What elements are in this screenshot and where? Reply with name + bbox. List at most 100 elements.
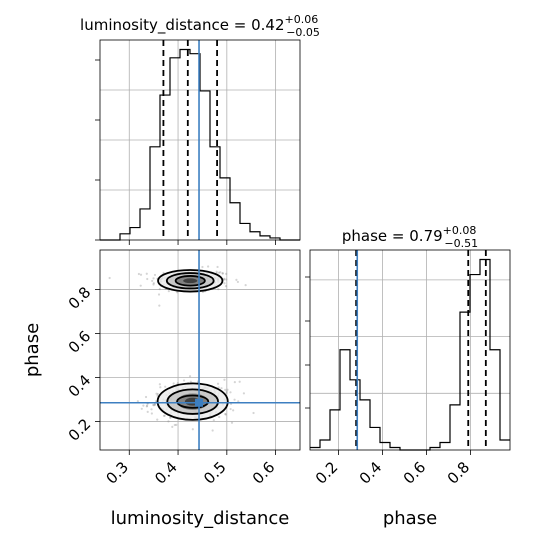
contour-1-0 <box>176 394 210 409</box>
x-tick-label-2: 0.5 <box>200 458 230 488</box>
scatter-point <box>108 276 111 280</box>
scatter-point <box>153 273 157 277</box>
x-tick-label-2: 0.6 <box>400 458 430 488</box>
scatter-point <box>162 414 166 417</box>
scatter-point <box>173 423 176 427</box>
contour-0-0 <box>174 275 206 287</box>
x-tick-label-1: 0.4 <box>356 458 386 488</box>
scatter-point <box>176 381 179 385</box>
scatter-point <box>215 270 218 273</box>
scatter-point <box>216 382 220 385</box>
scatter-point <box>252 411 255 415</box>
scatter-point <box>182 379 186 382</box>
scatter-point <box>153 403 156 406</box>
scatter-point <box>232 409 235 412</box>
scatter-point <box>159 386 162 389</box>
scatter-point <box>219 271 222 274</box>
phase-title: phase = 0.79+0.08 −0.51 <box>342 224 478 250</box>
histogram-step-line <box>100 48 300 241</box>
scatter-point <box>158 383 161 386</box>
scatter-point <box>139 273 143 276</box>
scatter-point <box>191 428 194 431</box>
x-tick-label-0: 0.2 <box>312 458 342 488</box>
contour-1-1 <box>166 388 219 415</box>
y-tick-label-2: 0.6 <box>65 327 95 357</box>
luminosity-distance-title-minus: −0.05 <box>286 26 320 39</box>
scatter-point <box>226 388 229 391</box>
scatter-point <box>224 412 227 416</box>
phase-histogram-ticks: 0.2 0.4 0.6 0.8 <box>305 276 473 488</box>
scatter-point <box>145 272 148 275</box>
scatter-point <box>157 293 161 296</box>
joint-density-panel: 0.3 0.4 0.5 0.6 0.2 0.4 0.6 0.8 <box>65 249 301 488</box>
scatter-point <box>151 279 154 283</box>
scatter-point <box>145 405 148 408</box>
scatter-point <box>223 282 226 285</box>
joint-density-x-ticks: 0.3 0.4 0.5 0.6 <box>102 450 278 488</box>
phase-title-minus: −0.51 <box>444 237 478 250</box>
scatter-point <box>142 404 145 407</box>
scatter-point <box>136 400 139 403</box>
luminosity-distance-title-prefix: luminosity_distance = <box>80 16 251 35</box>
luminosity-distance-title-plus: +0.06 <box>285 13 319 26</box>
scatter-point <box>167 290 170 293</box>
scatter-point <box>244 283 247 287</box>
scatter-point <box>145 404 149 407</box>
scatter-point <box>144 395 148 399</box>
scatter-point <box>218 415 221 419</box>
scatter-point <box>229 407 232 411</box>
y-axis-label-phase: phase <box>22 323 43 377</box>
scatter-point <box>152 403 155 407</box>
scatter-point <box>169 416 172 419</box>
scatter-point <box>225 278 228 281</box>
scatter-point <box>223 378 226 381</box>
scatter-point <box>154 400 158 403</box>
scatter-point <box>235 278 238 281</box>
luminosity-distance-title-value: 0.42 <box>251 16 284 34</box>
joint-density-truth-lines <box>100 250 300 450</box>
luminosity-distance-histogram-lines <box>162 40 218 240</box>
scatter-point <box>152 283 155 286</box>
scatter-point <box>188 375 192 378</box>
scatter-point <box>158 288 161 291</box>
density-shade-0-3 <box>183 278 198 284</box>
joint-density-grid <box>100 250 300 450</box>
scatter-point <box>155 392 158 395</box>
scatter-point <box>233 381 236 384</box>
phase-histogram-lines <box>355 250 487 450</box>
scatter-point <box>237 400 240 403</box>
scatter-point <box>223 277 226 280</box>
joint-density-frame <box>99 249 301 451</box>
y-tick-label-1: 0.4 <box>65 371 95 401</box>
scatter-point <box>225 390 228 393</box>
truth-marker <box>195 398 204 407</box>
x-tick-label-0: 0.3 <box>102 458 132 488</box>
x-axis-label-luminosity-distance: luminosity_distance <box>111 508 290 529</box>
scatter-point <box>175 423 178 427</box>
luminosity-distance-title: luminosity_distance = 0.42+0.06 −0.05 <box>80 13 320 39</box>
scatter-point <box>224 413 227 416</box>
scatter-point <box>225 272 228 275</box>
scatter-point <box>216 265 219 269</box>
luminosity-distance-histogram-panel: luminosity_distance = 0.42+0.06 −0.05 <box>80 13 320 245</box>
luminosity-distance-histogram-ticks <box>95 59 277 245</box>
scatter-point <box>230 421 234 424</box>
phase-title-prefix: phase = <box>342 227 409 245</box>
x-tick-label-1: 0.4 <box>151 458 181 488</box>
scatter-point <box>139 284 142 287</box>
scatter-point <box>163 414 166 417</box>
luminosity-distance-histogram-frame <box>99 39 301 241</box>
scatter-point <box>172 382 175 385</box>
phase-histogram-panel: 0.2 0.4 0.6 0.8 phase = 0.79+0.08 −0.51 <box>305 224 511 488</box>
joint-density-contours <box>156 269 229 421</box>
scatter-point <box>152 404 156 407</box>
contour-1-2 <box>156 382 229 421</box>
scatter-point <box>207 265 210 268</box>
scatter-point <box>222 278 226 281</box>
scatter-point <box>221 272 224 275</box>
scatter-point <box>164 385 167 388</box>
scatter-point <box>189 380 192 383</box>
scatter-point <box>224 388 227 392</box>
histogram-step-line <box>310 258 510 451</box>
